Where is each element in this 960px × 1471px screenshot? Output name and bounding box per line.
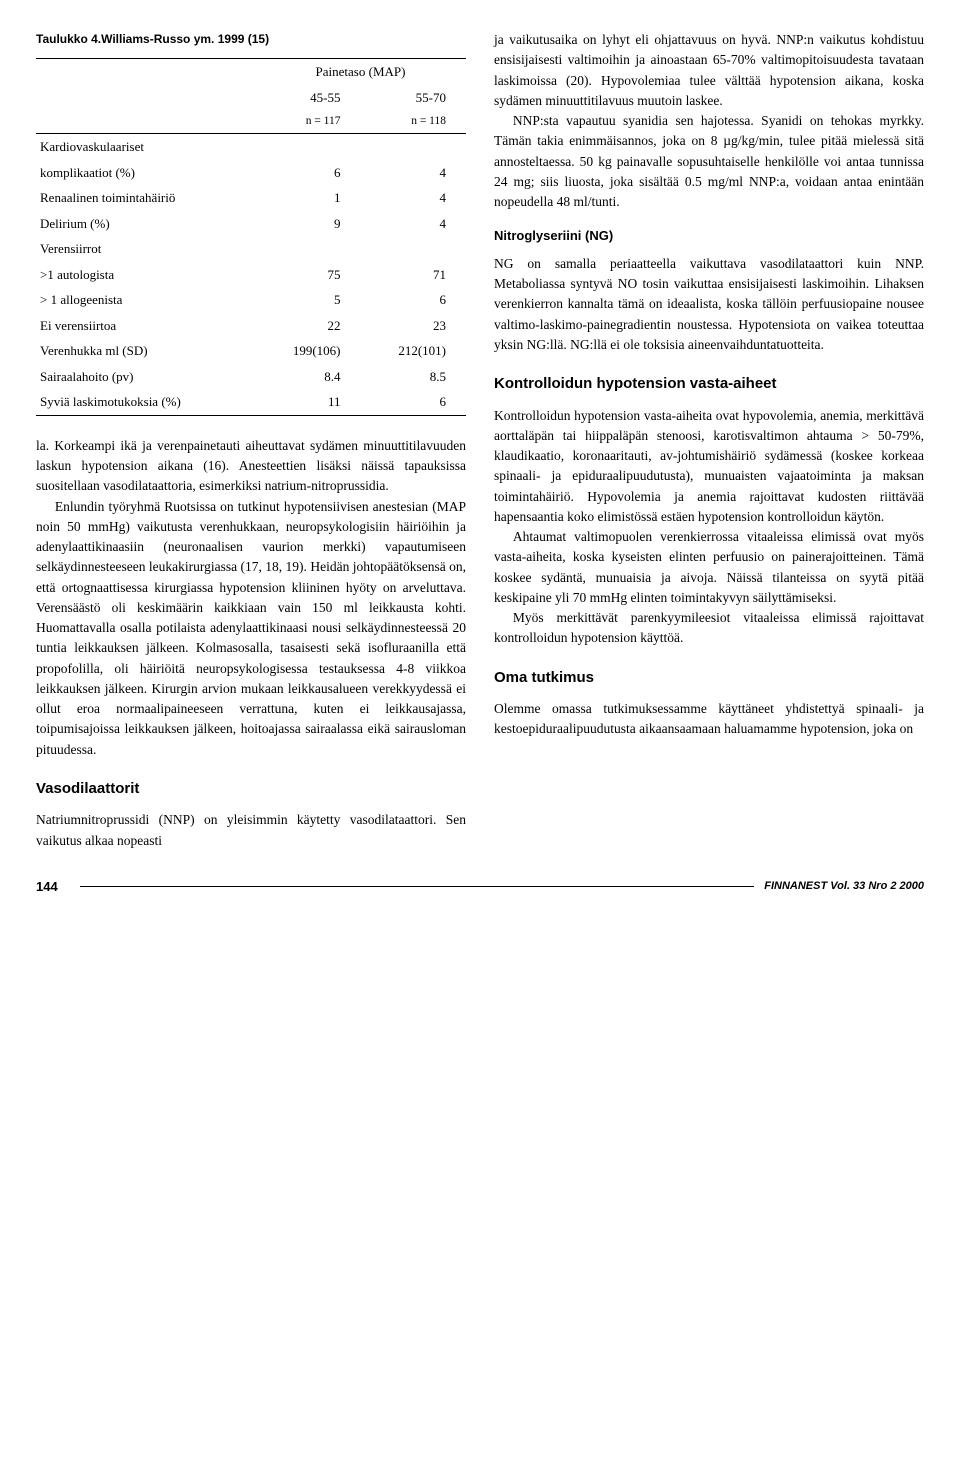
n-header-1: n = 117: [255, 110, 360, 134]
cell: 8.5: [361, 364, 467, 390]
page-footer: 144 FINNANEST Vol. 33 Nro 2 2000: [36, 877, 924, 897]
subsection-heading-ng: Nitroglyseriini (NG): [494, 226, 924, 246]
body-text: Natriumnitroprussidi (NNP) on yleisimmin…: [36, 810, 466, 851]
body-text: Ahtaumat valtimopuolen verenkierrossa vi…: [494, 527, 924, 608]
page-number: 144: [36, 877, 58, 897]
cell: [361, 134, 467, 160]
cell: 4: [361, 211, 467, 237]
table-header-group: Painetaso (MAP): [255, 59, 466, 85]
row-label: Syviä laskimotukoksia (%): [36, 389, 255, 415]
row-label: > 1 allogeenista: [36, 287, 255, 313]
cell: 212(101): [361, 338, 467, 364]
section-heading-oma: Oma tutkimus: [494, 667, 924, 690]
cell: 22: [255, 313, 360, 339]
cell: 4: [361, 160, 467, 186]
data-table: Painetaso (MAP) 45-55 55-70 n = 117 n = …: [36, 58, 466, 416]
cell: 75: [255, 262, 360, 288]
row-label: Verenhukka ml (SD): [36, 338, 255, 364]
cell: 11: [255, 389, 360, 415]
row-label: komplikaatiot (%): [36, 160, 255, 186]
row-label: Sairaalahoito (pv): [36, 364, 255, 390]
table-title: Taulukko 4.Williams-Russo ym. 1999 (15): [36, 30, 466, 48]
section-heading-kontrolloidun: Kontrolloidun hypotension vasta-aiheet: [494, 373, 924, 396]
cell: 199(106): [255, 338, 360, 364]
cell: 23: [361, 313, 467, 339]
cell: 1: [255, 185, 360, 211]
cell: [255, 134, 360, 160]
row-label: Renaalinen toimintahäiriö: [36, 185, 255, 211]
body-text: Kontrolloidun hypotension vasta-aiheita …: [494, 406, 924, 528]
cell: 8.4: [255, 364, 360, 390]
row-label: >1 autologista: [36, 262, 255, 288]
cell: 9: [255, 211, 360, 237]
cell: 6: [255, 160, 360, 186]
body-text: Enlundin työryhmä Ruotsissa on tutkinut …: [36, 497, 466, 760]
n-header-2: n = 118: [361, 110, 467, 134]
cell: 6: [361, 287, 467, 313]
cell: [361, 236, 467, 262]
body-text: Myös merkittävät parenkyymileesiot vitaa…: [494, 608, 924, 649]
section-heading-vasodilaattorit: Vasodilaattorit: [36, 778, 466, 801]
body-text: NG on samalla periaatteella vaikuttava v…: [494, 254, 924, 355]
body-text: Olemme omassa tutkimuksessamme käyttänee…: [494, 699, 924, 740]
col-header-1: 45-55: [255, 85, 360, 111]
footer-rule: [80, 886, 755, 887]
col-header-2: 55-70: [361, 85, 467, 111]
cell: 6: [361, 389, 467, 415]
cell: 5: [255, 287, 360, 313]
cell: 71: [361, 262, 467, 288]
body-text: ja vaikutusaika on lyhyt eli ohjattavuus…: [494, 30, 924, 111]
body-text: NNP:sta vapautuu syanidia sen hajotessa.…: [494, 111, 924, 212]
cell: 4: [361, 185, 467, 211]
cell: [255, 236, 360, 262]
row-label: Kardiovaskulaariset: [36, 134, 255, 160]
row-label: Ei verensiirtoa: [36, 313, 255, 339]
body-text: la. Korkeampi ikä ja verenpainetauti aih…: [36, 436, 466, 497]
journal-info: FINNANEST Vol. 33 Nro 2 2000: [764, 878, 924, 895]
row-label: Delirium (%): [36, 211, 255, 237]
row-label: Verensiirrot: [36, 236, 255, 262]
